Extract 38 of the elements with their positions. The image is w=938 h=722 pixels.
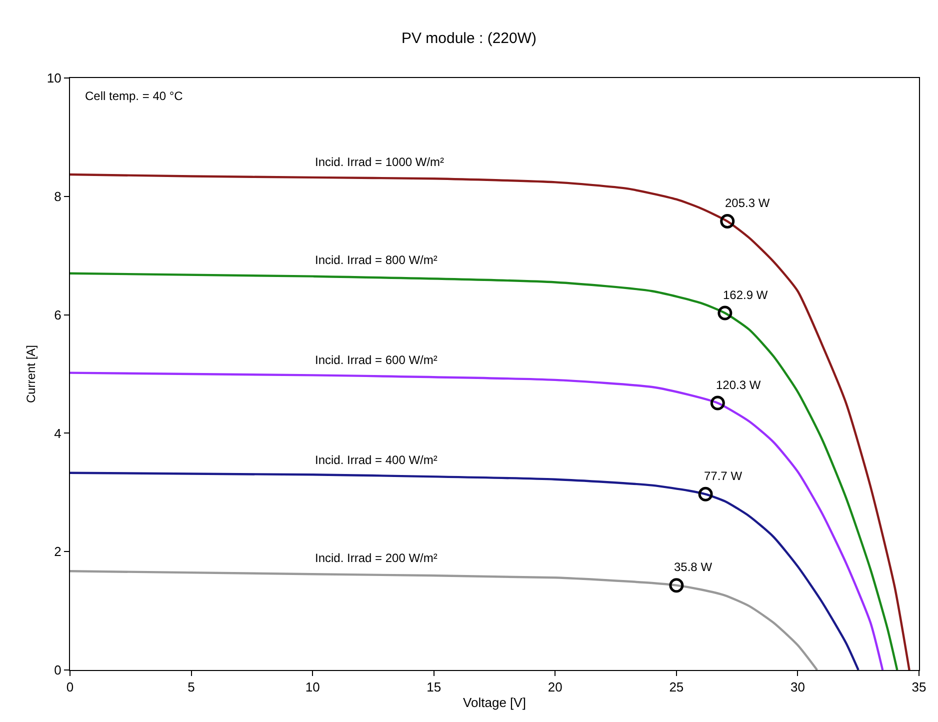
x-axis-title: Voltage [V] — [463, 695, 526, 710]
point — [718, 306, 732, 320]
annotation: Cell temp. = 40 °C — [85, 89, 184, 103]
x-tick-label: 35 — [912, 680, 926, 695]
x-tick-label: 0 — [66, 680, 74, 695]
x-tick-label: 10 — [305, 680, 320, 695]
annotation: 77.7 W — [704, 469, 743, 483]
annotation: 162.9 W — [723, 288, 768, 302]
series-label: Incid. Irrad = 600 W/m² — [315, 353, 438, 367]
y-tick-label: 8 — [54, 188, 62, 204]
chart-title: PV module : (220W) — [401, 30, 537, 47]
series-label: Incid. Irrad = 1000 W/m² — [315, 155, 444, 169]
x-tick-label: 15 — [426, 680, 442, 695]
x-tick-label: 5 — [188, 680, 195, 695]
x-tick-label: 30 — [790, 680, 805, 695]
line-series — [70, 173, 910, 670]
line-series — [70, 372, 884, 670]
annotation: 35.8 W — [674, 560, 713, 574]
y-tick-label: 0 — [54, 662, 62, 678]
y-tick-label: 4 — [54, 426, 62, 441]
x-tick-label: 20 — [548, 680, 562, 695]
y-tick-label: 10 — [46, 70, 62, 86]
point — [720, 214, 735, 229]
point — [698, 486, 713, 502]
annotation: 120.3 W — [716, 378, 762, 392]
line-series — [70, 472, 860, 670]
series-label: Incid. Irrad = 800 W/m² — [315, 253, 438, 267]
annotation: 205.3 W — [725, 196, 770, 210]
line-series — [70, 570, 818, 670]
y-tick-label: 2 — [54, 544, 62, 560]
point — [669, 578, 684, 593]
y-tick-label: 6 — [54, 307, 62, 322]
series-label: Incid. Irrad = 200 W/m² — [315, 551, 438, 565]
series-label: Incid. Irrad = 400 W/m² — [315, 453, 438, 467]
point — [710, 396, 725, 410]
x-tick-label: 25 — [669, 680, 684, 695]
y-axis-title: Current [A] — [24, 344, 38, 404]
line-series — [70, 272, 898, 670]
